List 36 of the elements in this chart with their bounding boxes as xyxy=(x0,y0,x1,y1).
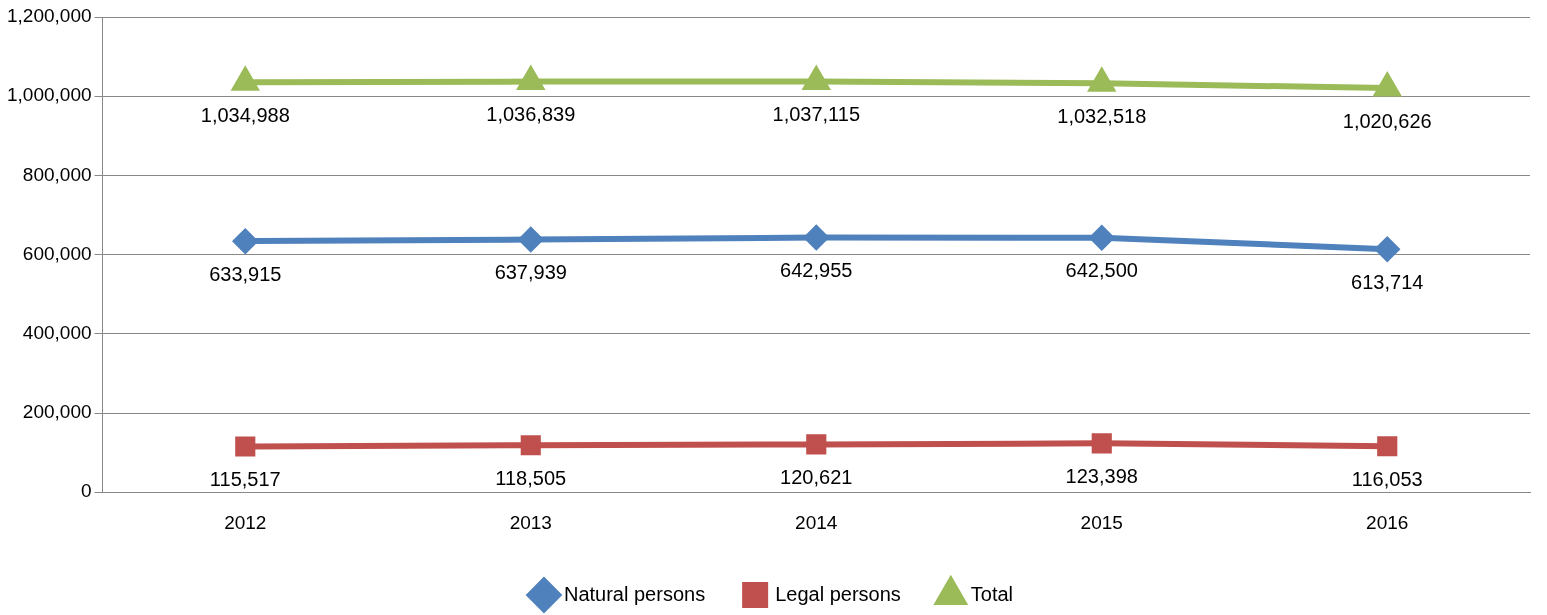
point xyxy=(806,434,827,455)
data-label: 115,517 xyxy=(209,467,281,490)
point xyxy=(1091,433,1112,454)
data-label: 1,037,115 xyxy=(772,103,861,126)
x-tick-label: 2013 xyxy=(509,511,552,533)
data-label: 1,036,839 xyxy=(486,103,576,126)
data-label: 116,053 xyxy=(1351,467,1423,490)
data-label: 123,398 xyxy=(1065,464,1138,487)
data-label: 613,714 xyxy=(1351,270,1424,293)
point xyxy=(1377,436,1398,457)
data-label: 120,621 xyxy=(780,465,853,488)
data-label: 1,020,626 xyxy=(1342,109,1432,132)
x-tick-label: 2016 xyxy=(1366,511,1409,533)
data-label: 642,955 xyxy=(780,259,853,282)
y-tick-label: 600,000 xyxy=(22,242,92,264)
data-label: 642,500 xyxy=(1065,259,1138,282)
legend-label: Legal persons xyxy=(775,582,901,605)
y-tick-label: 400,000 xyxy=(22,322,92,344)
y-tick-label: 1,000,000 xyxy=(6,84,92,106)
legend-label: Total xyxy=(970,582,1014,605)
y-tick-label: 0 xyxy=(80,480,92,502)
data-label: 1,032,518 xyxy=(1057,104,1147,127)
y-tick-label: 800,000 xyxy=(22,163,92,185)
x-tick-label: 2014 xyxy=(795,511,838,533)
legend-label: Natural persons xyxy=(563,582,706,605)
data-label: 633,915 xyxy=(209,262,282,285)
point xyxy=(235,436,256,457)
data-label: 1,034,988 xyxy=(200,103,290,126)
x-tick-label: 2012 xyxy=(224,511,267,533)
y-tick-label: 1,200,000 xyxy=(6,5,92,27)
y-tick-label: 200,000 xyxy=(22,401,92,423)
x-tick-label: 2015 xyxy=(1080,511,1123,533)
point xyxy=(1089,225,1114,250)
data-label: 118,505 xyxy=(495,466,567,489)
point xyxy=(520,435,541,456)
data-label: 637,939 xyxy=(494,261,567,284)
